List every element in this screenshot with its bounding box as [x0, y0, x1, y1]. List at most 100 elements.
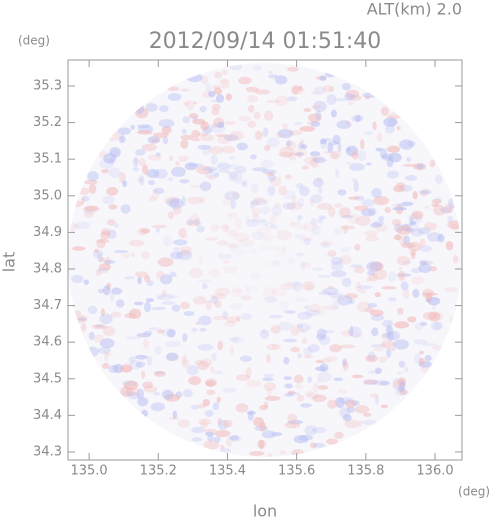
- texture-patch: [200, 358, 213, 367]
- texture-patch: [227, 243, 240, 249]
- texture-patch: [169, 198, 184, 209]
- texture-patch: [312, 382, 319, 393]
- texture-patch: [363, 131, 374, 135]
- texture-patch: [235, 223, 242, 231]
- texture-patch: [410, 228, 424, 237]
- texture-patch: [191, 437, 203, 442]
- texture-patch: [212, 315, 227, 321]
- texture-patch: [158, 293, 174, 301]
- y-tick-label: 34.4: [33, 408, 62, 423]
- texture-patch: [118, 172, 127, 183]
- texture-patch: [428, 311, 441, 322]
- texture-patch: [167, 93, 182, 101]
- texture-patch: [450, 223, 460, 231]
- texture-patch: [329, 344, 342, 353]
- texture-patch: [363, 230, 379, 236]
- texture-patch: [181, 359, 191, 369]
- texture-patch: [205, 299, 212, 311]
- texture-patch: [194, 217, 200, 226]
- texture-patch: [431, 302, 436, 311]
- texture-patch: [396, 255, 411, 266]
- texture-patch: [234, 165, 247, 174]
- texture-patch: [172, 410, 178, 420]
- texture-patch: [282, 122, 288, 130]
- texture-patch: [394, 233, 402, 241]
- radar-field: [68, 63, 462, 457]
- texture-patch: [109, 291, 115, 302]
- y-tick-label: 35.0: [33, 188, 62, 203]
- texture-patch: [255, 227, 272, 237]
- texture-patch: [168, 155, 174, 162]
- texture-patch: [369, 309, 384, 317]
- texture-patch: [312, 394, 327, 403]
- texture-patch: [231, 288, 244, 298]
- texture-patch: [154, 345, 162, 355]
- texture-patch: [209, 223, 219, 233]
- texture-patch: [362, 379, 378, 386]
- texture-patch: [291, 449, 305, 457]
- texture-patch: [198, 315, 212, 326]
- texture-patch: [195, 165, 212, 175]
- texture-patch: [180, 246, 192, 253]
- texture-patch: [388, 271, 397, 282]
- texture-patch: [75, 315, 88, 323]
- texture-patch: [420, 321, 428, 326]
- texture-patch: [325, 438, 338, 445]
- texture-patch: [228, 170, 243, 182]
- texture-patch: [271, 205, 283, 216]
- texture-patch: [180, 139, 189, 149]
- texture-patch: [137, 397, 149, 407]
- texture-patch: [102, 195, 115, 205]
- texture-patch: [219, 83, 230, 89]
- texture-patch: [71, 274, 84, 284]
- texture-patch: [276, 228, 282, 234]
- texture-patch: [327, 249, 337, 258]
- texture-patch: [189, 184, 204, 188]
- texture-patch: [109, 149, 120, 157]
- texture-patch: [396, 371, 404, 375]
- y-axis-label: lat: [0, 252, 19, 273]
- texture-patch: [279, 300, 289, 312]
- texture-patch: [317, 378, 322, 383]
- texture-patch: [245, 380, 262, 388]
- texture-patch: [402, 260, 412, 265]
- texture-patch: [128, 356, 136, 364]
- texture-patch: [225, 93, 232, 101]
- texture-patch: [122, 180, 128, 188]
- texture-patch: [286, 202, 303, 211]
- texture-patch: [313, 100, 327, 112]
- texture-patch: [180, 88, 190, 92]
- texture-patch: [304, 283, 314, 290]
- texture-patch: [181, 128, 187, 135]
- texture-patch: [294, 384, 303, 389]
- texture-patch: [434, 196, 442, 204]
- texture-patch: [281, 246, 287, 255]
- texture-patch: [198, 418, 212, 426]
- texture-patch: [136, 130, 153, 135]
- texture-patch: [300, 322, 309, 333]
- texture-patch: [362, 92, 377, 98]
- texture-patch: [414, 339, 428, 345]
- texture-patch: [444, 287, 458, 292]
- texture-patch: [203, 440, 220, 450]
- texture-patch: [403, 235, 410, 246]
- texture-patch: [402, 163, 417, 167]
- texture-patch: [267, 173, 276, 182]
- texture-patch: [209, 145, 224, 155]
- texture-patch: [351, 115, 363, 122]
- texture-patch: [291, 85, 305, 96]
- texture-patch: [282, 190, 296, 200]
- texture-patch: [103, 260, 116, 264]
- texture-patch: [151, 189, 160, 200]
- texture-patch: [87, 305, 98, 315]
- texture-patch: [397, 270, 406, 281]
- texture-patch: [97, 347, 111, 354]
- texture-patch: [307, 376, 312, 383]
- texture-patch: [387, 330, 400, 341]
- texture-patch: [180, 301, 190, 310]
- texture-patch: [254, 256, 261, 265]
- texture-patch: [358, 288, 367, 294]
- texture-patch: [187, 196, 202, 205]
- texture-patch: [106, 186, 119, 196]
- texture-patch: [275, 132, 284, 138]
